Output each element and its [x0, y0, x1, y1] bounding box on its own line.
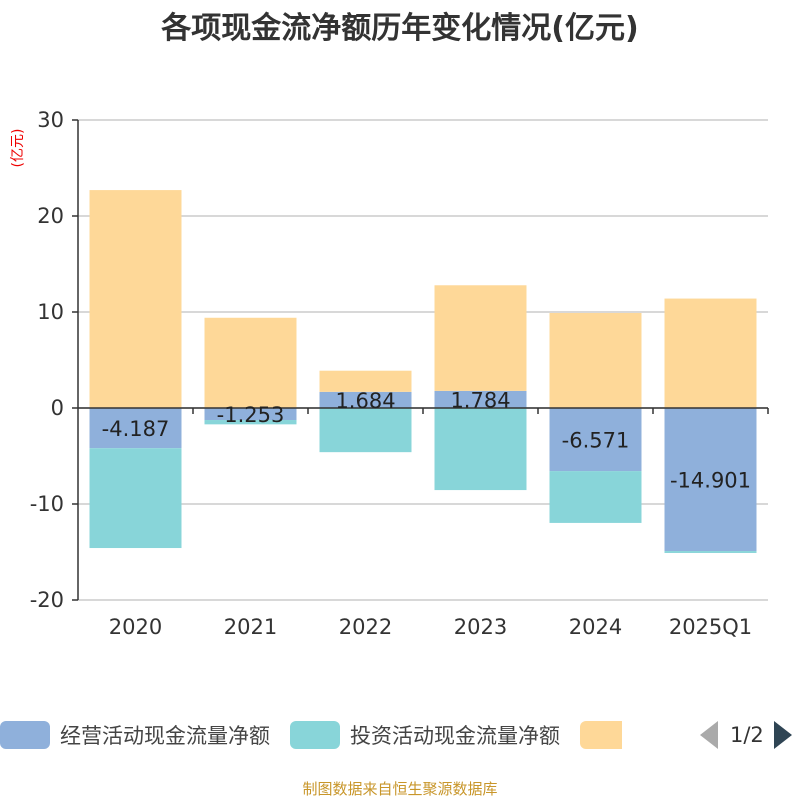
bar-financing [89, 190, 182, 408]
data-source: 制图数据来自恒生聚源数据库 [302, 780, 498, 798]
legend-swatch [290, 721, 340, 749]
x-tick-label: 2021 [224, 615, 277, 639]
legend-label: 经营活动现金流量净额 [60, 724, 270, 748]
y-tick-label: -10 [30, 492, 64, 516]
x-tick-label: 2025Q1 [669, 615, 752, 639]
bar-operating [434, 390, 527, 408]
y-tick-label: 0 [51, 396, 64, 420]
bar-investing [89, 448, 182, 549]
bar-investing [319, 408, 412, 453]
bar-financing [434, 285, 527, 391]
chart-title: 各项现金流净额历年变化情况(亿元) [160, 11, 638, 46]
x-tick-label: 2024 [569, 615, 622, 639]
legend-label: 投资活动现金流量净额 [350, 724, 560, 748]
bar-operating [89, 408, 182, 449]
y-tick-label: 20 [37, 204, 64, 228]
y-tick-label: -20 [30, 588, 64, 612]
legend: 经营活动现金流量净额 投资活动现金流量净额 [0, 718, 652, 752]
bar-operating [664, 408, 757, 552]
bar-financing [549, 312, 642, 408]
bar-financing [204, 317, 297, 408]
x-tick-label: 2022 [339, 615, 392, 639]
bar-investing [434, 408, 527, 491]
bar-investing [549, 471, 642, 523]
bar-operating [549, 408, 642, 472]
y-tick-label: 10 [37, 300, 64, 324]
bar-investing [664, 551, 757, 553]
bar-financing [319, 370, 412, 392]
bar-investing [204, 420, 297, 425]
x-tick-label: 2020 [109, 615, 162, 639]
bar-financing [664, 298, 757, 408]
legend-swatch [0, 721, 50, 749]
bar-operating [204, 408, 297, 421]
y-axis-label: (亿元) [10, 129, 26, 168]
legend-item-operating[interactable]: 经营活动现金流量净额 [0, 720, 270, 750]
x-tick-label: 2023 [454, 615, 507, 639]
legend-swatch [580, 721, 622, 749]
legend-prev-icon[interactable] [700, 721, 718, 749]
bar-operating [319, 391, 412, 408]
y-tick-label: 30 [37, 108, 64, 132]
data-label: -6.571 [562, 429, 630, 453]
data-label: -4.187 [102, 417, 170, 441]
legend-pager: 1/2 [700, 718, 792, 752]
legend-item-financing[interactable] [580, 721, 632, 749]
legend-next-icon[interactable] [773, 721, 792, 749]
legend-page-indicator: 1/2 [730, 723, 764, 747]
data-label: 1.684 [335, 389, 395, 413]
data-label: -14.901 [670, 469, 751, 493]
data-label: -1.253 [217, 403, 285, 427]
legend-item-investing[interactable]: 投资活动现金流量净额 [290, 720, 560, 750]
data-label: 1.784 [450, 388, 510, 412]
